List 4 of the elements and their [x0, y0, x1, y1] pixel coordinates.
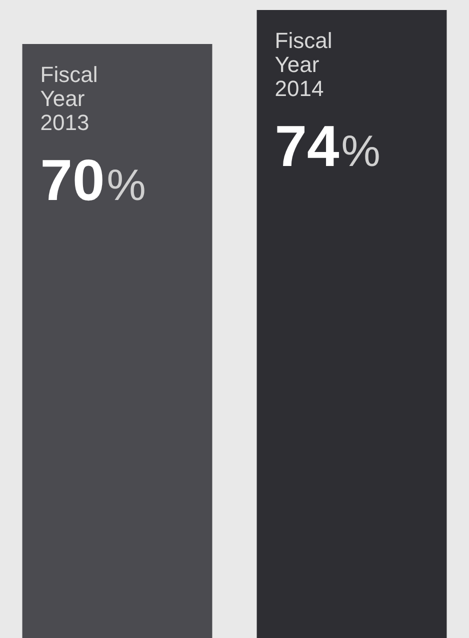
data-label: 70% — [40, 148, 146, 213]
data-label: 74% — [274, 114, 380, 179]
x-tick-label: Fiscal Year 2014 — [274, 28, 332, 101]
x-tick-label: Fiscal Year 2013 — [40, 62, 98, 135]
